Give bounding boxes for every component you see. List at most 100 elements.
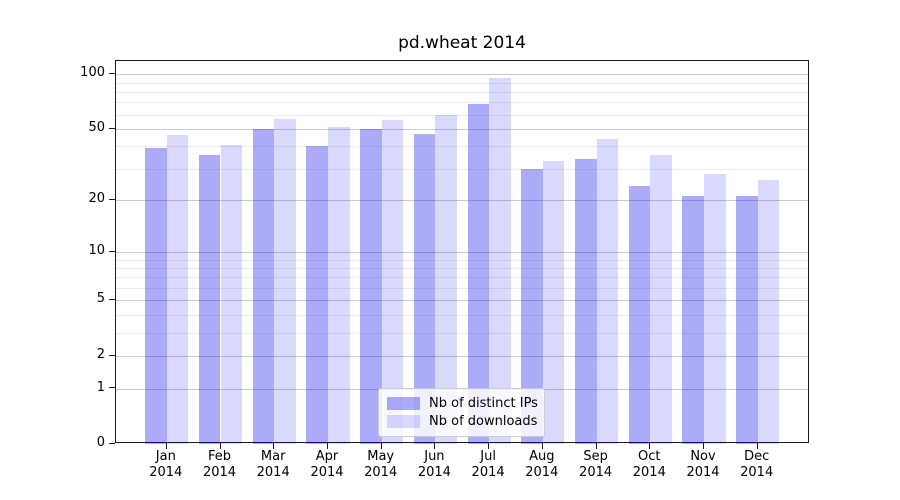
- x-axis-tick: [541, 443, 543, 449]
- bar-nb-of-distinct-ips: [575, 159, 597, 444]
- y-axis-tick: [109, 251, 115, 252]
- x-axis-tick: [595, 443, 597, 449]
- bar-nb-of-distinct-ips: [628, 186, 651, 444]
- bar-nb-of-downloads: [328, 127, 350, 444]
- x-tick-year: 2014: [310, 465, 344, 480]
- y-axis-tick: [109, 443, 115, 444]
- gridline-minor: [116, 277, 808, 279]
- bar-nb-of-distinct-ips: [736, 196, 758, 444]
- x-axis-tick: [703, 443, 704, 449]
- gridline-minor: [116, 114, 808, 116]
- bar-nb-of-downloads: [596, 138, 619, 444]
- x-tick-month: Jan: [155, 449, 176, 464]
- bar-nb-of-downloads: [166, 135, 189, 444]
- gridline-minor: [116, 288, 808, 290]
- x-axis-tick: [165, 443, 167, 449]
- bar-nb-of-distinct-ips: [413, 133, 436, 444]
- x-tick-month: Apr: [315, 449, 339, 464]
- x-tick-year: 2014: [471, 465, 505, 480]
- legend-entry: Nb of distinct IPs: [385, 396, 538, 411]
- y-axis-tick: [109, 199, 115, 200]
- x-tick-year: 2014: [686, 465, 720, 480]
- legend: Nb of distinct IPs Nb of downloads: [378, 388, 545, 437]
- x-axis-tick: [488, 443, 490, 449]
- x-axis-tick: [327, 443, 328, 449]
- y-axis-tick: [109, 299, 115, 300]
- gridline-minor: [116, 168, 808, 170]
- gridline-major: [116, 200, 808, 201]
- y-tick-label: 100: [80, 65, 105, 81]
- bar-nb-of-downloads: [757, 179, 780, 444]
- gridline-minor: [116, 332, 808, 334]
- y-tick-label: 0: [96, 435, 105, 450]
- bar-nb-of-distinct-ips: [252, 128, 275, 444]
- y-tick-label: 2: [96, 347, 105, 362]
- legend-swatch: [387, 415, 420, 429]
- y-axis-tick: [109, 73, 115, 74]
- y-tick-label: 10: [88, 242, 105, 258]
- gridline-minor: [116, 315, 808, 316]
- x-tick-year: 2014: [202, 465, 237, 480]
- gridline-major: [116, 74, 808, 76]
- x-tick-label: Mar 2014: [241, 449, 305, 481]
- chart-title: pd.wheat 2014: [398, 33, 526, 53]
- x-tick-month: Aug: [529, 449, 555, 464]
- y-axis-tick: [109, 128, 115, 129]
- y-tick-label: 1: [96, 379, 105, 395]
- bar-nb-of-downloads: [435, 114, 457, 444]
- bar-nb-of-downloads: [274, 118, 296, 444]
- x-tick-label: Apr 2014: [295, 449, 359, 481]
- x-tick-label: Sep 2014: [564, 449, 628, 481]
- x-tick-month: Sep: [583, 449, 608, 464]
- y-tick-label: 20: [88, 191, 105, 206]
- gridline-minor: [116, 82, 808, 84]
- x-tick-label: Jun 2014: [402, 449, 466, 481]
- x-tick-label: Jan 2014: [134, 449, 198, 481]
- x-tick-label: Oct 2014: [617, 449, 681, 481]
- bar-nb-of-distinct-ips: [682, 196, 704, 444]
- bar-nb-of-downloads: [220, 144, 243, 444]
- x-axis-tick: [273, 443, 275, 449]
- x-tick-year: 2014: [632, 465, 666, 480]
- x-axis-tick: [756, 443, 758, 449]
- x-tick-month: Dec: [744, 449, 770, 464]
- x-tick-month: May: [367, 449, 395, 464]
- gridline-major: [116, 128, 808, 130]
- bar-nb-of-distinct-ips: [306, 146, 328, 444]
- x-tick-year: 2014: [525, 465, 559, 480]
- gridline-major: [116, 251, 808, 253]
- x-axis-tick: [380, 443, 382, 449]
- x-tick-month: Feb: [207, 449, 232, 464]
- y-axis-tick: [109, 387, 115, 388]
- bar-nb-of-downloads: [542, 161, 565, 444]
- x-tick-month: Oct: [638, 449, 661, 464]
- x-tick-month: Mar: [260, 449, 286, 464]
- gridline-minor: [116, 91, 808, 93]
- y-tick-label: 50: [88, 119, 105, 135]
- bar-nb-of-downloads: [650, 154, 672, 444]
- x-tick-month: Jun: [424, 449, 445, 464]
- x-tick-year: 2014: [364, 465, 398, 480]
- x-axis-tick: [219, 443, 221, 449]
- x-axis-tick: [434, 443, 436, 449]
- x-tick-label: Dec 2014: [725, 449, 789, 481]
- gridline-major: [116, 356, 808, 357]
- legend-swatch: [387, 396, 420, 410]
- x-tick-year: 2014: [579, 465, 613, 480]
- bar-nb-of-distinct-ips: [145, 148, 167, 444]
- x-tick-year: 2014: [740, 465, 774, 480]
- y-tick-label: 5: [96, 291, 105, 307]
- gridline-minor: [116, 267, 808, 269]
- bar-nb-of-distinct-ips: [521, 168, 543, 444]
- legend-entry: Nb of downloads: [385, 414, 538, 429]
- plot-area: [115, 60, 809, 444]
- gridline-minor: [116, 146, 808, 148]
- bar-nb-of-distinct-ips: [198, 154, 221, 444]
- x-tick-year: 2014: [149, 465, 183, 480]
- bar-nb-of-distinct-ips: [467, 103, 490, 444]
- x-axis-tick: [649, 443, 651, 449]
- legend-label: Nb of distinct IPs: [429, 395, 538, 411]
- y-axis-tick: [109, 355, 115, 356]
- bar-nb-of-distinct-ips: [360, 128, 382, 444]
